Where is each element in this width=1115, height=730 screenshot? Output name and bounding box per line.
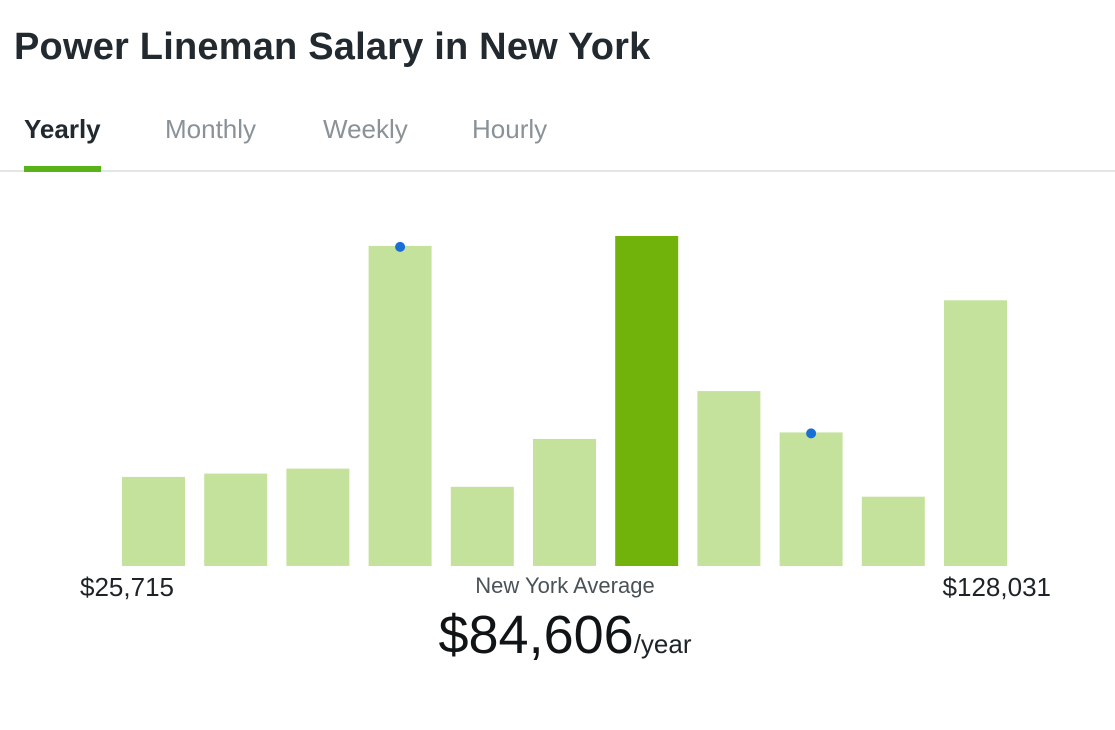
min-salary-label: $25,715 [80, 572, 174, 602]
max-salary-label: $128,031 [942, 572, 1051, 602]
bar-marker-dot [806, 428, 817, 439]
bar-marker-dot [395, 241, 406, 252]
bar [450, 486, 514, 566]
pay-period-tabs: Yearly Monthly Weekly Hourly [0, 104, 1115, 172]
page-title: Power Lineman Salary in New York [14, 26, 651, 68]
tab-hourly[interactable]: Hourly [472, 114, 548, 144]
bar [286, 468, 350, 566]
bar [122, 476, 185, 566]
tab-monthly[interactable]: Monthly [165, 114, 257, 144]
bar [533, 438, 596, 566]
bar [368, 245, 432, 566]
average-unit: /year [633, 629, 692, 659]
average-value: $84,606 [438, 605, 634, 665]
bar [861, 496, 925, 566]
bar [779, 432, 843, 567]
average-bar [615, 236, 679, 566]
tab-weekly[interactable]: Weekly [323, 114, 408, 144]
bar [204, 473, 268, 566]
bar [944, 300, 1007, 566]
tab-yearly[interactable]: Yearly [24, 114, 101, 172]
bar [697, 391, 761, 566]
average-salary: $84,606/year [0, 604, 1115, 666]
average-label: New York Average [475, 573, 655, 598]
